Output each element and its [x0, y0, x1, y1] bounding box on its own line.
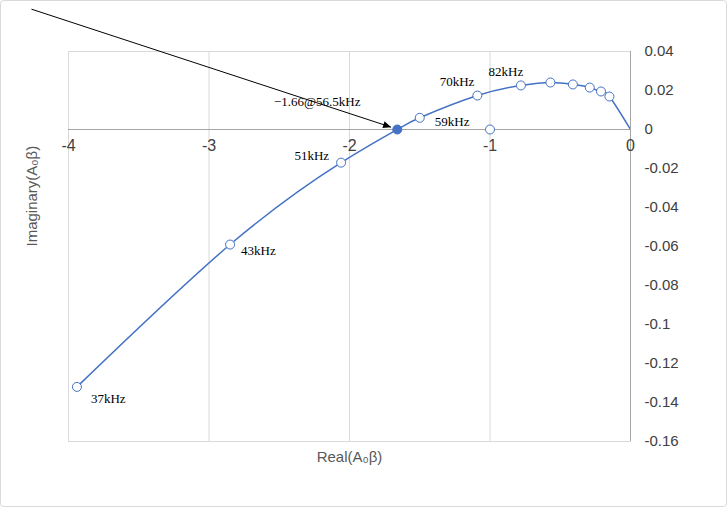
- svg-text:-0.12: -0.12: [645, 354, 679, 371]
- svg-text:Imaginary(A₀β): Imaginary(A₀β): [23, 146, 40, 247]
- svg-text:−1.66@56.5kHz: −1.66@56.5kHz: [274, 94, 361, 109]
- svg-text:0.04: 0.04: [645, 42, 674, 59]
- svg-text:51kHz: 51kHz: [294, 148, 329, 163]
- svg-text:-0.08: -0.08: [645, 276, 679, 293]
- svg-text:82kHz: 82kHz: [489, 64, 524, 79]
- svg-text:0: 0: [645, 120, 653, 137]
- svg-text:70kHz: 70kHz: [440, 74, 475, 89]
- svg-text:-0.1: -0.1: [645, 315, 671, 332]
- svg-text:Real(A₀β): Real(A₀β): [317, 448, 383, 465]
- svg-text:-3: -3: [202, 137, 216, 154]
- svg-text:59kHz: 59kHz: [435, 114, 470, 129]
- svg-text:-0.14: -0.14: [645, 393, 679, 410]
- svg-text:-2: -2: [342, 137, 356, 154]
- svg-text:-0.04: -0.04: [645, 198, 679, 215]
- svg-text:-1: -1: [483, 137, 497, 154]
- svg-text:43kHz: 43kHz: [241, 243, 276, 258]
- svg-text:0.02: 0.02: [645, 81, 674, 98]
- svg-text:-0.16: -0.16: [645, 432, 679, 449]
- svg-text:-0.06: -0.06: [645, 237, 679, 254]
- svg-text:-4: -4: [61, 137, 75, 154]
- svg-text:0: 0: [626, 137, 635, 154]
- svg-text:37kHz: 37kHz: [91, 391, 126, 406]
- svg-text:-0.02: -0.02: [645, 159, 679, 176]
